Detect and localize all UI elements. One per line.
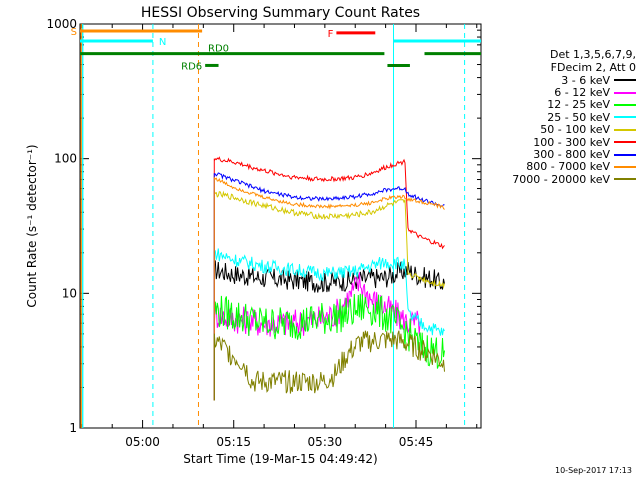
legend-entry-label: 50 - 100 keV — [540, 123, 610, 137]
chart-title: HESSI Observing Summary Count Rates — [141, 5, 420, 21]
x-tick-label: 05:30 — [308, 435, 343, 449]
x-tick-label: 05:45 — [399, 435, 434, 449]
flag-label: N — [159, 37, 166, 48]
legend-entry: 25 - 50 keV — [470, 110, 636, 124]
series-line — [213, 260, 445, 401]
legend-swatch — [614, 128, 636, 131]
y-tick-label: 10 — [62, 286, 77, 300]
legend-entry: 800 - 7000 keV — [470, 160, 636, 174]
legend-swatch — [614, 79, 636, 82]
flag-label: RD0 — [208, 44, 229, 55]
series-line — [213, 156, 445, 401]
plot-frame — [79, 23, 482, 429]
legend-swatch — [614, 153, 636, 156]
legend-header-line: Det 1,3,5,6,7,9, — [549, 48, 636, 61]
legend-entry-label: 25 - 50 keV — [547, 110, 610, 124]
legend-entry: 7000 - 20000 keV — [470, 172, 636, 186]
legend-swatch — [614, 141, 636, 144]
legend-entry-label: 7000 - 20000 keV — [512, 172, 610, 186]
series-line — [213, 176, 445, 401]
legend-entry-label: 3 - 6 keV — [561, 73, 610, 87]
legend-entry: 50 - 100 keV — [470, 123, 636, 137]
series-line — [213, 330, 445, 401]
series-line — [213, 172, 445, 401]
legend-entry-label: 800 - 7000 keV — [526, 160, 610, 174]
series-line — [213, 189, 445, 401]
legend-swatch — [614, 116, 636, 119]
flag-label: S — [71, 27, 77, 38]
legend-entry-label: 6 - 12 keV — [554, 86, 610, 100]
generation-timestamp: 10-Sep-2017 17:13 — [555, 466, 632, 475]
legend-entry: 100 - 300 keV — [470, 135, 636, 149]
x-axis-label: Start Time (19-Mar-15 04:49:42) — [183, 452, 377, 466]
legend-swatch — [614, 103, 636, 106]
flag-label: F — [328, 29, 334, 40]
legend-entry: 300 - 800 keV — [470, 148, 636, 162]
legend-swatch — [614, 91, 636, 94]
legend-entry-label: 300 - 800 keV — [533, 148, 610, 162]
y-tick-label: 1000 — [46, 17, 77, 31]
legend-swatch — [614, 178, 636, 181]
y-tick-label: 100 — [54, 152, 77, 166]
legend-entry: 3 - 6 keV — [470, 73, 636, 87]
series-line — [213, 248, 445, 401]
legend-entry: 6 - 12 keV — [470, 86, 636, 100]
flag-label: RD6 — [181, 61, 202, 72]
x-tick-label: 05:00 — [125, 435, 160, 449]
y-tick-label: 1 — [69, 421, 77, 435]
legend-entry-label: 12 - 25 keV — [547, 98, 610, 112]
series-line — [213, 293, 445, 401]
legend-entry: 12 - 25 keV — [470, 98, 636, 112]
x-tick-label: 05:15 — [216, 435, 251, 449]
legend-entry-label: 100 - 300 keV — [533, 135, 610, 149]
y-axis-label: Count Rate (s⁻¹ detector⁻¹) — [25, 144, 39, 307]
legend-header-line: FDecim 2, Att 0 — [550, 61, 636, 74]
legend-swatch — [614, 165, 636, 168]
